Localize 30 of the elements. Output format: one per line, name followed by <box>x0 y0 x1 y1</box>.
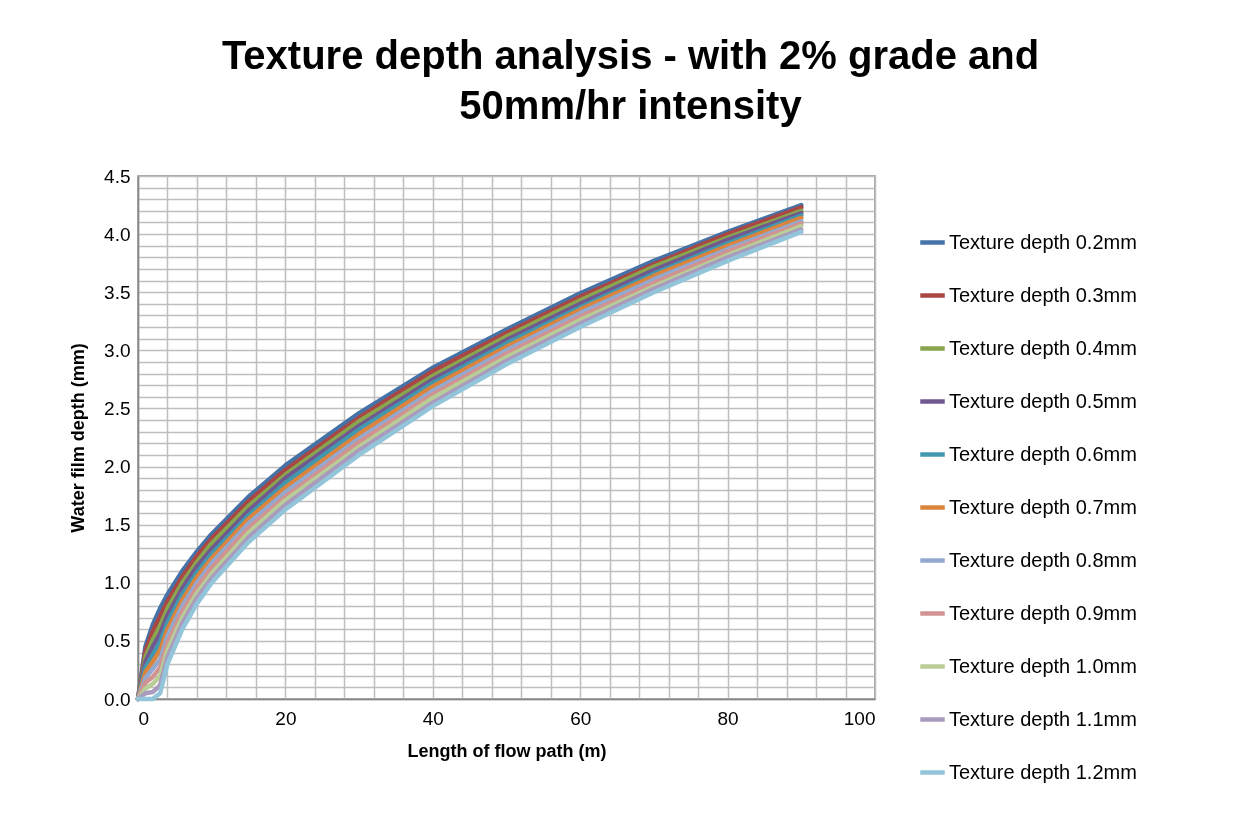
y-tick-label: 3.5 <box>104 281 131 303</box>
y-tick-label: 0.0 <box>104 688 131 710</box>
legend-label: Texture depth 0.9mm <box>949 601 1137 624</box>
y-tick-label: 1.0 <box>104 572 131 594</box>
y-tick-label: 4.5 <box>104 165 131 187</box>
x-tick-label: 20 <box>275 707 297 729</box>
y-tick-label: 0.5 <box>104 630 131 652</box>
y-tick-label: 3.0 <box>104 339 131 361</box>
y-tick-label: 2.5 <box>104 397 131 419</box>
legend-label: Texture depth 0.5mm <box>949 389 1137 412</box>
x-tick-label: 60 <box>570 707 592 729</box>
legend-label: Texture depth 0.3mm <box>949 283 1137 306</box>
x-tick-label: 80 <box>717 707 739 729</box>
x-tick-label: 100 <box>843 707 876 729</box>
x-tick-label: 0 <box>138 707 150 729</box>
y-tick-label: 2.0 <box>104 456 131 478</box>
legend-label: Texture depth 1.2mm <box>949 760 1137 783</box>
x-axis-title: Length of flow path (m) <box>407 740 607 761</box>
y-tick-label: 4.0 <box>104 223 131 245</box>
legend-label: Texture depth 0.8mm <box>949 548 1137 571</box>
y-axis-title: Water film depth (mm) <box>68 343 89 533</box>
legend-label: Texture depth 1.0mm <box>949 654 1137 677</box>
legend-label: Texture depth 1.1mm <box>949 707 1137 730</box>
legend-label: Texture depth 0.2mm <box>949 230 1137 253</box>
chart-title: Texture depth analysis - with 2% grade and 50mm/hr intensity <box>221 33 1040 127</box>
x-tick-label: 40 <box>422 707 444 729</box>
legend-label: Texture depth 0.4mm <box>949 336 1137 359</box>
y-tick-label: 1.5 <box>104 514 131 536</box>
legend-label: Texture depth 0.7mm <box>949 495 1137 518</box>
legend-label: Texture depth 0.6mm <box>949 442 1137 465</box>
